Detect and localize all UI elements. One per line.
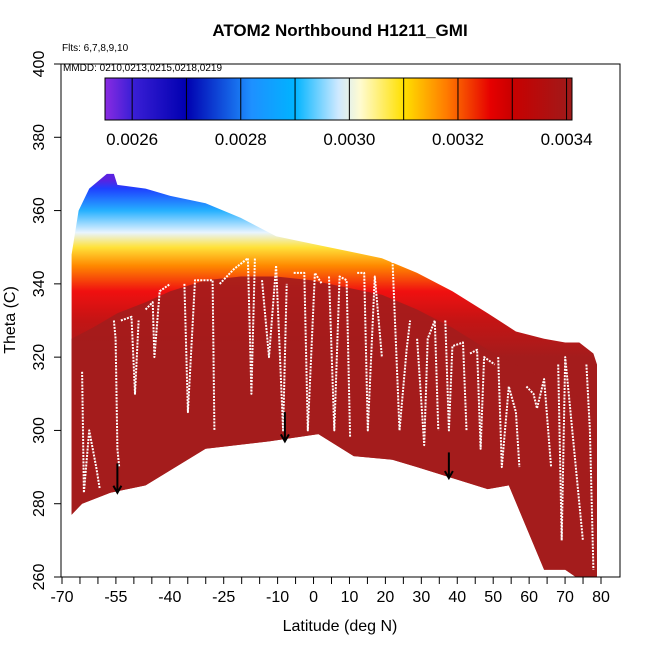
flight-track-8 — [328, 275, 352, 438]
y-tick-label: 320 — [31, 344, 48, 371]
flight-track-17 — [585, 364, 595, 570]
x-tick-label: -55 — [104, 589, 127, 606]
x-tick-label: 10 — [341, 589, 359, 606]
x-tick-label: -40 — [158, 589, 181, 606]
x-tick-label: 60 — [520, 589, 538, 606]
x-tick-label: 80 — [592, 589, 610, 606]
x-tick-label: 40 — [448, 589, 466, 606]
plot-frame — [60, 63, 621, 578]
flight-track-9 — [357, 271, 383, 432]
flight-track-11 — [416, 319, 440, 447]
x-tick-label: -70 — [50, 589, 73, 606]
colorbar-tick-label: 0.0028 — [215, 130, 267, 149]
flight-track-0 — [81, 371, 101, 494]
flight-track-12 — [444, 320, 468, 432]
y-tick-label: 380 — [31, 124, 48, 151]
flight-track-16 — [557, 356, 584, 542]
y-tick-label: 360 — [31, 197, 48, 224]
arrow-1 — [280, 412, 290, 444]
y-tick-label: 400 — [31, 51, 48, 78]
flight-track-10 — [388, 257, 412, 432]
arrows-layer — [112, 412, 454, 495]
flight-track-2 — [120, 315, 140, 395]
x-axis: -70 -55 -40 -25 -10 0 10 20 30 40 50 60 70 80 — [50, 577, 610, 606]
y-axis-label: Theta (C) — [2, 286, 19, 354]
y-tick-label: 260 — [31, 564, 48, 591]
y-tick-label: 280 — [31, 490, 48, 517]
dates-note: MMDD: 0210,0213,0215,0218,0219 — [63, 63, 222, 74]
colorbar: 0.0026 0.0028 0.0030 0.0032 0.0034 — [104, 77, 593, 149]
x-tick-label: 20 — [377, 589, 395, 606]
colorbar-tick-label: 0.0034 — [541, 130, 593, 149]
chart-title: ATOM2 Northbound H1211_GMI — [212, 21, 467, 40]
x-tick-label: 70 — [556, 589, 574, 606]
x-tick-label: -10 — [266, 589, 289, 606]
x-axis-label: Latitude (deg N) — [283, 618, 398, 635]
y-tick-label: 300 — [31, 417, 48, 444]
x-tick-label: 0 — [309, 589, 318, 606]
colorbar-tick-label: 0.0030 — [323, 130, 375, 149]
y-tick-label: 340 — [31, 270, 48, 297]
flight-track-6 — [261, 264, 288, 432]
field-layer — [71, 173, 598, 577]
arrow-2 — [443, 452, 454, 481]
flight-track-15 — [525, 378, 553, 468]
y-axis: 260 280 300 320 340 360 380 400 — [31, 51, 61, 591]
colorbar-gradient — [104, 77, 573, 121]
flights-note: Flts: 6,7,8,9,10 — [62, 43, 129, 54]
x-tick-label: 50 — [484, 589, 502, 606]
flight-track-5 — [218, 257, 256, 395]
arrow-0 — [112, 463, 123, 495]
flight-tracks — [81, 257, 595, 570]
colorbar-tick-label: 0.0026 — [106, 130, 158, 149]
x-tick-label: 30 — [412, 589, 430, 606]
flight-track-7 — [293, 271, 323, 432]
flight-track-4 — [183, 279, 216, 431]
x-tick-label: -25 — [212, 589, 235, 606]
colorbar-tick-label: 0.0032 — [432, 130, 484, 149]
flight-track-3 — [144, 283, 171, 359]
flight-track-13 — [469, 348, 496, 450]
